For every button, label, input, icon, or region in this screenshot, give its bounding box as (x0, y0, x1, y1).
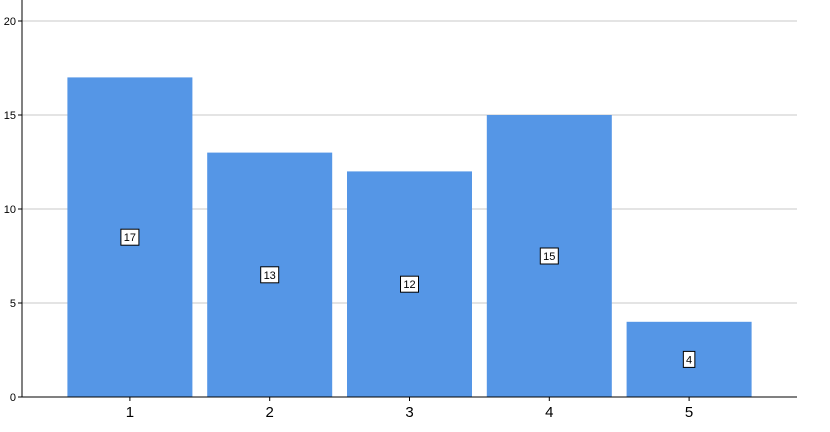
bars (67, 77, 752, 398)
x-tick-label: 3 (405, 404, 413, 421)
data-label-text: 13 (264, 270, 276, 282)
data-label-box (260, 266, 280, 284)
data-label: 17 (120, 228, 140, 246)
y-tick-label: 5 (10, 298, 16, 310)
y-tick-label: 0 (10, 392, 16, 404)
y-tick-label: 10 (4, 204, 16, 216)
data-label: 4 (682, 350, 696, 368)
x-tick-label: 2 (266, 404, 274, 421)
data-label-text: 17 (124, 232, 136, 244)
x-tick-label: 5 (685, 404, 693, 421)
data-label-box (682, 350, 696, 368)
data-label-box (120, 228, 140, 246)
data-labels: 17 13 12 15 4 (120, 228, 696, 368)
data-label-text: 12 (403, 279, 415, 291)
y-tick-label: 15 (4, 110, 16, 122)
y-tick-label: 20 (4, 16, 16, 28)
data-label: 15 (539, 247, 559, 265)
data-label-box (539, 247, 559, 265)
x-tick-label: 1 (126, 404, 134, 421)
data-label-text: 4 (686, 354, 692, 366)
data-label-text: 15 (543, 251, 555, 263)
data-label: 13 (260, 266, 280, 284)
x-tick-label: 4 (545, 404, 553, 421)
data-label: 12 (400, 275, 419, 293)
data-label-box (400, 275, 419, 293)
